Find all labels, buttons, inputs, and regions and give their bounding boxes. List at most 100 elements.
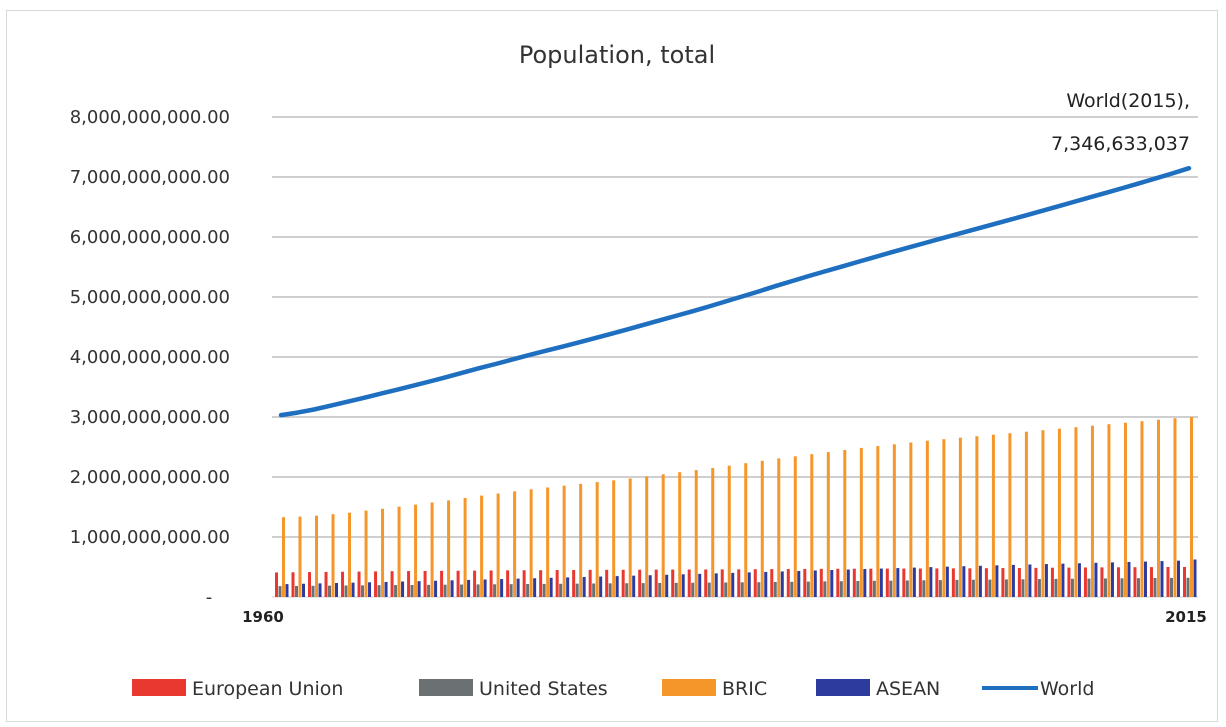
bar-bric: [628, 478, 632, 597]
bar-asean: [351, 582, 355, 597]
bar-bric: [430, 502, 434, 597]
bar-asean: [467, 579, 471, 597]
bar-asean: [1176, 560, 1180, 597]
bar-united-states: [509, 584, 513, 597]
bar-united-states: [905, 580, 909, 597]
bar-bric: [381, 508, 385, 597]
bar-united-states: [988, 579, 992, 597]
bar-bric: [595, 482, 599, 597]
bar-bric: [991, 434, 995, 597]
bar-european-union: [555, 570, 559, 597]
bar-asean: [1094, 562, 1098, 597]
bar-european-union: [572, 570, 576, 597]
bar-bric: [925, 440, 929, 597]
bar-european-union: [1100, 567, 1104, 597]
bar-united-states: [493, 584, 497, 597]
bar-asean: [764, 571, 768, 597]
bar-asean: [995, 565, 999, 597]
bar-asean: [285, 584, 289, 597]
bar-european-union: [935, 568, 939, 597]
bar-bric: [612, 480, 616, 597]
bar-bric: [727, 465, 731, 597]
bar-european-union: [720, 569, 724, 597]
bar-united-states: [361, 585, 365, 597]
bar-european-union: [968, 568, 972, 597]
bar-asean: [401, 581, 405, 597]
bar-european-union: [1133, 567, 1137, 597]
bar-united-states: [839, 581, 843, 597]
bar-bric: [1057, 428, 1061, 597]
bar-asean: [1077, 563, 1081, 597]
bar-bric: [463, 498, 467, 597]
bar-united-states: [377, 585, 381, 597]
bar-bric: [315, 515, 319, 597]
bar-bric: [364, 510, 368, 597]
bar-european-union: [803, 568, 807, 597]
bar-bric: [562, 485, 566, 597]
bar-united-states: [476, 584, 480, 597]
legend-label: ASEAN: [876, 678, 940, 700]
bar-united-states: [1103, 578, 1107, 597]
bar-bric: [661, 474, 665, 597]
bar-asean: [599, 576, 603, 597]
bar-bric: [331, 514, 335, 597]
bar-european-union: [1001, 568, 1005, 597]
bar-bric: [810, 454, 814, 597]
bar-united-states: [328, 585, 332, 597]
bar-bric: [958, 437, 962, 597]
y-tick-label: 5,000,000,000.00: [70, 287, 230, 308]
bar-united-states: [1037, 579, 1041, 597]
bar-united-states: [740, 582, 744, 597]
bar-bric: [1074, 427, 1078, 597]
bar-united-states: [311, 585, 315, 597]
bar-european-union: [753, 569, 757, 597]
bar-united-states: [641, 583, 645, 597]
bar-bric: [529, 489, 533, 597]
bar-united-states: [856, 581, 860, 597]
bar-bric: [1173, 418, 1177, 597]
bar-asean: [1061, 563, 1065, 597]
bar-european-union: [951, 568, 955, 597]
bar-united-states: [1087, 578, 1091, 597]
bar-asean: [1160, 561, 1164, 597]
bar-european-union: [522, 570, 526, 597]
bar-united-states: [757, 582, 761, 597]
chart-frame: [6, 10, 1218, 722]
y-axis-ticks: - 1,000,000,000.00 2,000,000,000.00 3,000,0…: [70, 107, 230, 608]
bar-bric: [975, 436, 979, 597]
bar-united-states: [295, 585, 299, 597]
y-tick-label: 1,000,000,000.00: [70, 527, 230, 548]
bar-united-states: [1120, 578, 1124, 597]
bar-european-union: [885, 568, 889, 597]
bar-asean: [533, 578, 537, 597]
bar-asean: [1044, 564, 1048, 597]
bar-united-states: [443, 584, 447, 597]
bar-european-union: [291, 572, 295, 597]
bar-united-states: [724, 582, 728, 597]
legend-swatch-european-union: [132, 679, 186, 696]
bar-european-union: [819, 568, 823, 597]
bar-asean: [896, 568, 900, 597]
bar-european-union: [687, 569, 691, 597]
bar-united-states: [427, 584, 431, 597]
bar-bric: [859, 447, 863, 597]
bar-european-union: [456, 570, 460, 597]
bar-united-states: [658, 582, 662, 597]
bar-european-union: [374, 571, 378, 597]
bar-european-union: [324, 571, 328, 597]
bar-bric: [694, 470, 698, 597]
bar-bric: [447, 500, 451, 597]
bar-asean: [863, 569, 867, 597]
bar-bric: [777, 458, 781, 597]
bar-united-states: [773, 582, 777, 597]
bar-european-union: [671, 569, 675, 597]
bar-asean: [549, 577, 553, 597]
bar-united-states: [460, 584, 464, 597]
bar-bric: [1024, 431, 1028, 597]
y-tick-label: 3,000,000,000.00: [70, 407, 230, 428]
annotation-label: World(2015),: [1066, 90, 1190, 112]
bar-united-states: [1004, 579, 1008, 597]
bar-asean: [417, 581, 421, 597]
bar-asean: [813, 570, 817, 597]
bar-european-union: [786, 569, 790, 597]
